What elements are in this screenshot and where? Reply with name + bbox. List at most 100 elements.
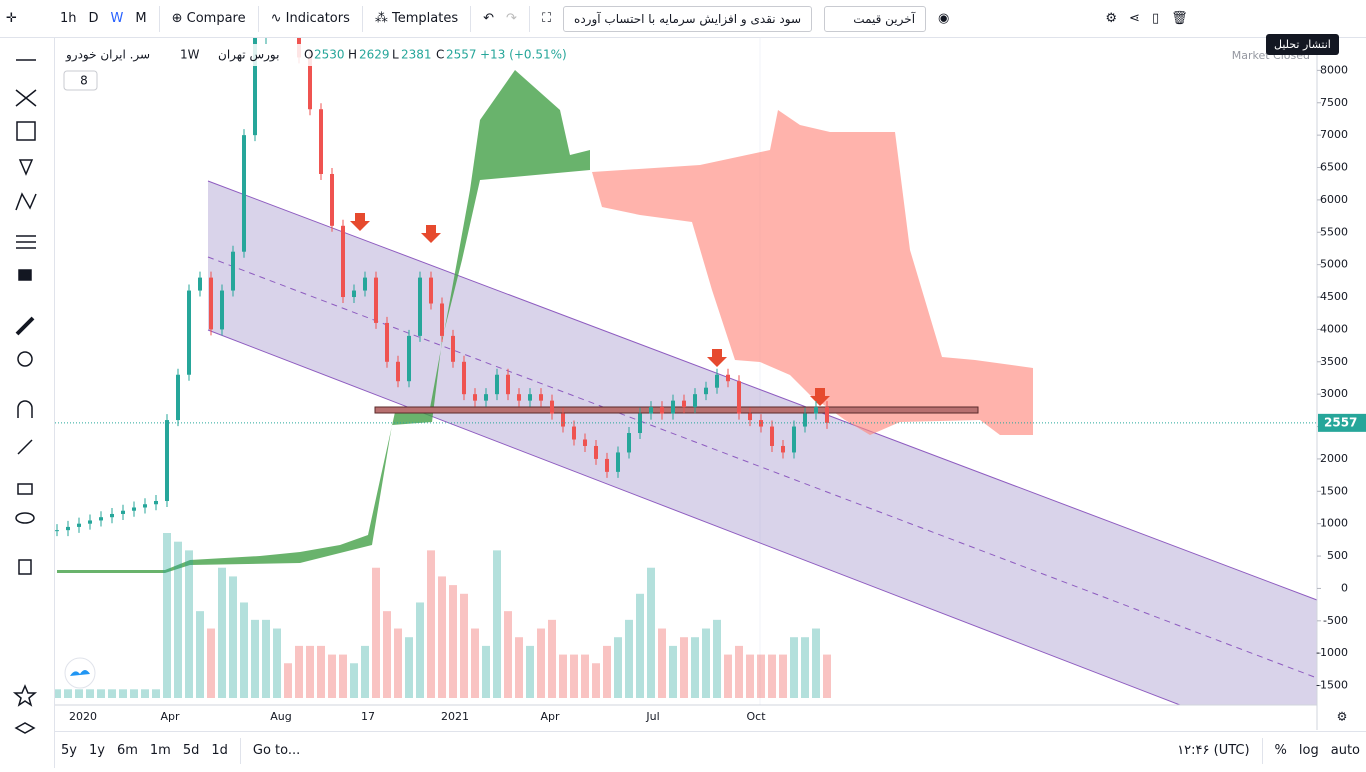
volume-bar (152, 689, 160, 698)
volume-bar (97, 689, 105, 698)
templates-label: Templates (392, 11, 459, 26)
volume-bar (405, 637, 413, 698)
delete[interactable]: 🗑 (1171, 11, 1188, 26)
range[interactable]: 1m (149, 743, 171, 758)
tool[interactable] (15, 192, 37, 211)
candle (374, 277, 378, 323)
volume-bar (174, 541, 182, 698)
candle (176, 374, 180, 421)
candle (627, 433, 631, 453)
volume-bar (746, 654, 754, 698)
range[interactable]: 1d (211, 743, 228, 758)
price-source-select[interactable]: آخرین قیمت (824, 5, 927, 32)
x-tick-label: 2021 (441, 710, 469, 723)
volume-bar (218, 567, 226, 698)
candle (649, 407, 653, 414)
adjustment-select[interactable]: سود نقدی و افزایش سرمایه با احتساب آورده (563, 5, 813, 32)
range[interactable]: 5y (61, 743, 77, 758)
tool[interactable] (15, 512, 35, 524)
candle (440, 303, 444, 336)
arrow (707, 349, 727, 367)
interval[interactable]: D (88, 11, 99, 26)
candle (704, 387, 708, 395)
tool[interactable] (14, 722, 36, 734)
redo[interactable]: ↷ (506, 11, 517, 26)
candle (770, 426, 774, 446)
candle (88, 520, 92, 524)
volume-bar (614, 637, 622, 698)
volume-bar (317, 645, 325, 698)
tool[interactable] (15, 89, 37, 107)
volume-bar (75, 689, 83, 698)
tool[interactable] (18, 559, 32, 575)
volume-bar (130, 689, 138, 698)
tool[interactable] (16, 235, 36, 249)
volume-bar (724, 654, 732, 698)
settings[interactable]: ⚙ (1105, 11, 1118, 26)
log-toggle[interactable]: log (1298, 743, 1319, 758)
y-tick-label: -1500 (1316, 679, 1348, 692)
x-tick-label: 17 (361, 710, 375, 723)
y-tick-label: 6500 (1320, 161, 1348, 174)
badge[interactable] (63, 70, 98, 91)
undo[interactable]: ↶ (483, 11, 495, 26)
compare-button[interactable]: ⊕ Compare (171, 11, 246, 26)
tool[interactable] (17, 483, 33, 495)
interval[interactable]: 1h (60, 11, 77, 26)
tool[interactable] (17, 439, 33, 455)
volume-bar (240, 602, 248, 698)
tool[interactable] (18, 269, 32, 281)
auto-toggle[interactable]: auto (1330, 743, 1360, 758)
tool[interactable] (16, 121, 36, 141)
y-tick-label: 6000 (1320, 193, 1348, 206)
candle (165, 420, 169, 502)
candle (737, 381, 741, 414)
ohlc-label: C (436, 48, 444, 62)
series (55, 38, 831, 698)
volume-bar (779, 654, 787, 698)
volume-bar (438, 576, 446, 698)
candle (803, 413, 807, 427)
goto[interactable]: Go to... (252, 743, 301, 758)
share[interactable]: ⋖ (1129, 11, 1140, 26)
tool-icons (12, 59, 38, 734)
indicators-label: Indicators (285, 11, 350, 26)
axis-settings[interactable]: ⚙ (1337, 710, 1348, 724)
fullscreen[interactable]: ⛶ (541, 11, 552, 26)
x-tick-label: 2020 (69, 710, 97, 723)
volume-bar (790, 637, 798, 698)
percent-toggle[interactable]: % (1274, 743, 1287, 758)
volume-bar (416, 602, 424, 698)
interval[interactable]: M (135, 11, 147, 26)
y-tick-label: 3500 (1320, 355, 1348, 368)
range[interactable]: 6m (116, 743, 138, 758)
tool[interactable] (15, 316, 35, 336)
x-tick-label: Oct (746, 710, 766, 723)
y-tick-label: 500 (1327, 549, 1348, 562)
volume-bar (757, 654, 765, 698)
templates-button[interactable]: ⁂ Templates (374, 11, 459, 26)
tool[interactable] (17, 351, 33, 367)
volume-bar (328, 654, 336, 698)
volume-bar (262, 619, 270, 698)
tool[interactable] (18, 159, 34, 176)
separator (257, 5, 259, 32)
interval[interactable]: W (110, 11, 124, 26)
logo[interactable] (64, 657, 96, 689)
crosshair[interactable]: ✛ (6, 11, 17, 26)
y-tick-label: -1000 (1316, 646, 1348, 659)
range[interactable]: 1y (88, 743, 105, 758)
range[interactable]: 5d (182, 743, 200, 758)
indicators-button[interactable]: ∿ Indicators (270, 11, 350, 26)
volume-bar (537, 628, 545, 698)
x-tick-label: Apr (540, 710, 560, 723)
visibility[interactable]: ◉ (938, 11, 950, 26)
tool[interactable] (17, 400, 33, 418)
x-tick-label: Aug (270, 710, 291, 723)
candle (451, 335, 455, 362)
top-toolbar: ✛ 1h D W M ⊕ Compare ∿ Indicators ⁂ Temp… (0, 0, 1366, 38)
tool[interactable] (12, 684, 38, 707)
publish-icon[interactable]: ▯ (1151, 11, 1160, 26)
candle (418, 277, 422, 336)
